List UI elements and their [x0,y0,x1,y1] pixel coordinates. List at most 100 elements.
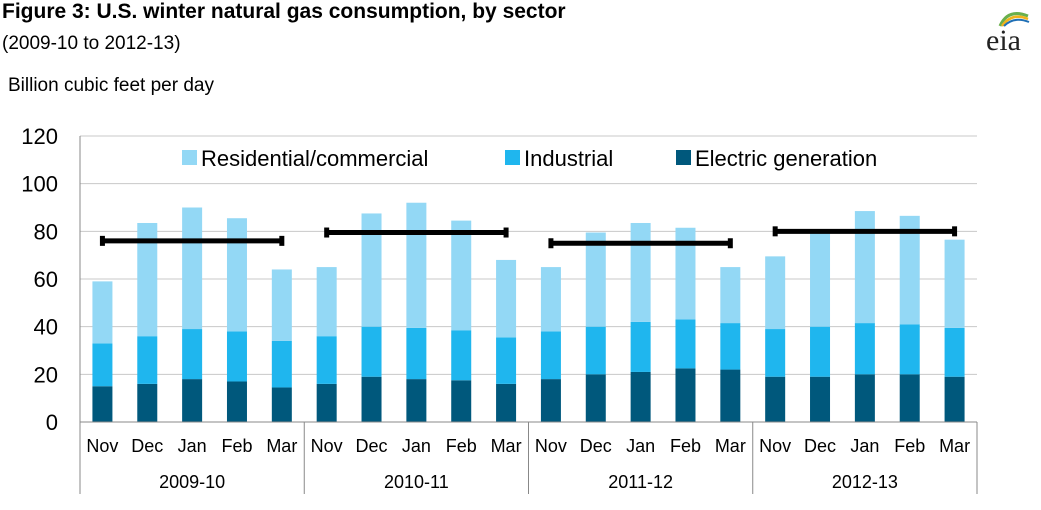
bar-residential-commercial [944,239,965,328]
bar-industrial [137,336,158,384]
bar-residential-commercial [182,207,203,330]
bar-electric-generation [496,383,517,422]
bar-electric-generation [854,374,875,422]
bar-industrial [361,326,382,377]
bar-industrial [585,326,606,375]
x-tick-label: Jan [178,436,207,456]
x-tick-label: Jan [402,436,431,456]
bar-residential-commercial [585,232,606,327]
bar-electric-generation [271,387,292,422]
bar-industrial [271,340,292,388]
x-tick-label: Dec [356,436,388,456]
bar-electric-generation [451,380,472,422]
figure-subtitle: (2009-10 to 2012-13) [2,33,181,54]
x-tick-label: Nov [86,436,118,456]
bar-industrial [316,336,337,384]
bar-electric-generation [316,383,337,422]
bar-residential-commercial [316,267,337,337]
bar-residential-commercial [496,259,517,338]
y-tick-label: 40 [34,315,58,340]
y-axis-label: Billion cubic feet per day [8,75,214,96]
bar-industrial [765,329,786,377]
bar-electric-generation [630,371,651,422]
bar-industrial [810,326,831,377]
bar-industrial [720,323,741,370]
eia-logo-swoosh [998,12,1029,27]
bar-residential-commercial [137,222,158,337]
bar-residential-commercial [899,215,920,325]
x-tick-label: Feb [446,436,477,456]
bar-residential-commercial [406,202,427,328]
x-tick-label: Nov [311,436,343,456]
bar-industrial [899,324,920,375]
bar-residential-commercial [540,267,561,332]
bar-electric-generation [182,379,203,422]
bar-industrial [630,321,651,372]
legend-label: Residential/commercial [201,146,428,171]
bar-industrial [944,327,965,377]
bar-residential-commercial [854,211,875,324]
bar-electric-generation [226,381,247,422]
bar-electric-generation [765,376,786,422]
x-tick-label: Nov [759,436,791,456]
figure-title: Figure 3: U.S. winter natural gas consum… [2,0,566,23]
bar-electric-generation [585,374,606,422]
bar-electric-generation [720,369,741,422]
bar-electric-generation [810,376,831,422]
x-tick-label: Mar [266,436,297,456]
legend-swatch [505,150,520,165]
bar-electric-generation [406,379,427,422]
x-tick-label: Mar [491,436,522,456]
bar-residential-commercial [630,222,651,322]
bar-residential-commercial [720,267,741,324]
bar-residential-commercial [765,256,786,330]
bar-electric-generation [137,383,158,422]
group-label: 2011-12 [608,472,673,492]
y-tick-label: 20 [34,362,58,387]
bar-industrial [675,319,696,369]
y-tick-label: 120 [21,124,58,149]
bar-electric-generation [540,379,561,422]
bar-residential-commercial [451,220,472,331]
bar-industrial [406,327,427,380]
bar-industrial [92,343,113,387]
bar-residential-commercial [92,281,113,344]
y-tick-label: 0 [46,410,58,435]
x-tick-label: Jan [850,436,879,456]
bar-industrial [540,331,561,380]
x-tick-label: Jan [626,436,655,456]
x-tick-label: Mar [939,436,970,456]
bar-electric-generation [899,374,920,422]
bar-electric-generation [675,368,696,422]
x-tick-label: Dec [804,436,836,456]
y-tick-label: 60 [34,267,58,292]
bar-residential-commercial [675,227,696,320]
bar-industrial [854,323,875,375]
bar-industrial [182,329,203,380]
y-tick-label: 80 [34,219,58,244]
legend-label: Electric generation [695,146,877,171]
x-tick-label: Mar [715,436,746,456]
x-tick-label: Feb [221,436,252,456]
x-tick-label: Dec [131,436,163,456]
group-label: 2009-10 [159,472,225,492]
bar-residential-commercial [226,218,247,332]
svg-text:eia: eia [986,24,1021,54]
x-tick-label: Dec [580,436,612,456]
bar-industrial [451,330,472,381]
bar-residential-commercial [271,269,292,341]
bar-industrial [496,337,517,384]
legend-swatch [182,150,197,165]
x-tick-label: Feb [894,436,925,456]
x-tick-label: Nov [535,436,567,456]
bar-electric-generation [361,376,382,422]
bar-residential-commercial [361,213,382,327]
group-label: 2010-11 [384,472,449,492]
legend-swatch [676,150,691,165]
x-tick-label: Feb [670,436,701,456]
eia-logo: eia [986,12,1030,54]
bar-electric-generation [944,376,965,422]
bar-residential-commercial [810,231,831,327]
y-tick-label: 100 [21,172,58,197]
